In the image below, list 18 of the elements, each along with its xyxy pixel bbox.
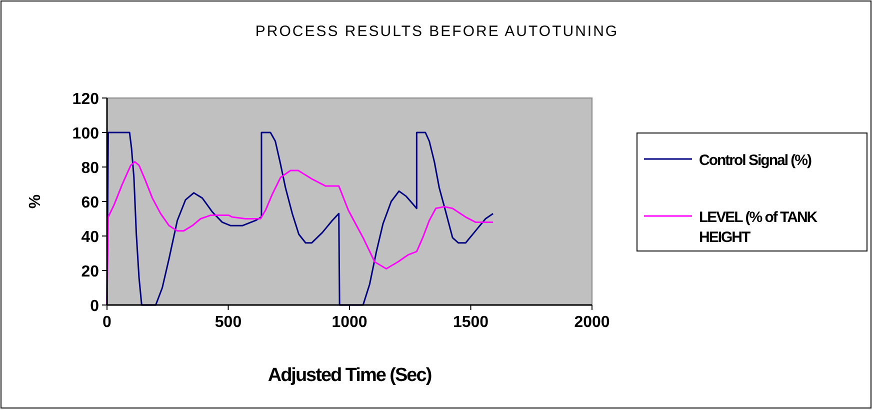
chart-title: PROCESS RESULTS BEFORE AUTOTUNING [255,23,619,40]
line-series [106,132,494,306]
x-tick-label: 1500 [452,314,489,331]
y-tick-label: 120 [72,91,100,108]
y-axis-title: % [27,194,44,209]
y-tick-label: 20 [81,264,100,280]
y-tick-label: 40 [81,229,100,246]
legend-label: Control Signal (%) [699,152,812,169]
x-tick-label: 0 [102,314,112,331]
y-tick-label: 80 [81,160,100,177]
x-tick-label: 1000 [332,314,368,331]
legend-label: LEVEL (% of TANK HEIGHT [699,209,818,246]
y-tick-label: 60 [81,194,100,212]
y-tick-label: 0 [90,298,100,315]
y-tick-label: 100 [72,126,100,142]
x-tick-label: 500 [214,314,242,331]
x-tick-label: 2000 [574,314,610,331]
x-axis-title: Adjusted Time (Sec) [268,365,432,386]
